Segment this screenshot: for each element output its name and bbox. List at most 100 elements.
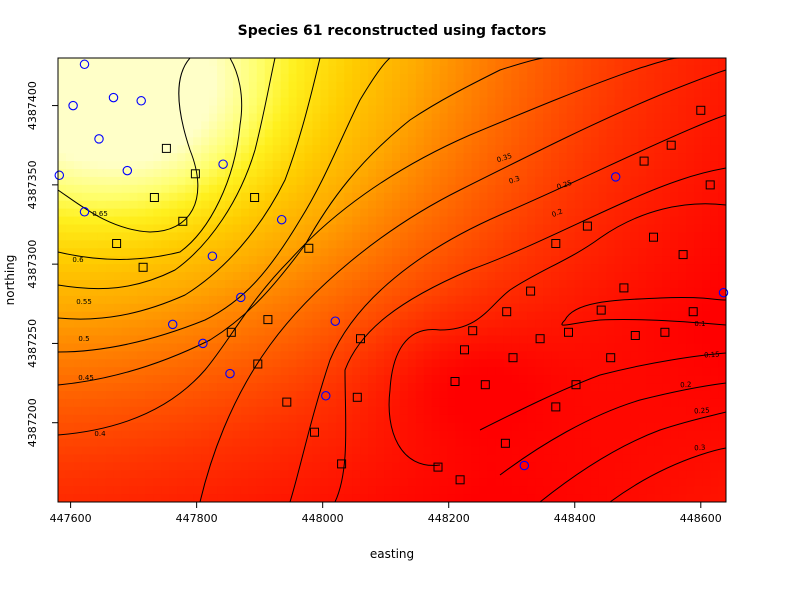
heat-cell (392, 319, 401, 329)
heat-cell (73, 367, 83, 376)
heat-cell (447, 303, 457, 313)
heat-cell (113, 145, 123, 154)
heat-cell (566, 65, 576, 75)
heat-cell (415, 58, 425, 67)
contour-label: 0.4 (94, 430, 106, 438)
heat-cell (718, 367, 726, 376)
heat-cell (288, 137, 298, 146)
heat-cell (280, 145, 290, 154)
heat-cell (296, 145, 306, 154)
heat-cell (153, 208, 162, 218)
heat-cell (606, 367, 616, 376)
heat-cell (169, 351, 178, 360)
heat-cell (312, 295, 322, 305)
heat-cell (447, 462, 457, 471)
heat-cell (73, 359, 83, 368)
heat-cell (527, 494, 536, 502)
heat-cell (320, 73, 329, 83)
heat-cell (678, 224, 687, 234)
heat-cell (344, 216, 353, 226)
heat-cell (535, 280, 544, 289)
heat-cell (559, 494, 568, 502)
heat-cell (161, 58, 170, 67)
heat-cell (463, 176, 473, 186)
heat-cell (360, 153, 369, 162)
heat-cell (89, 478, 99, 487)
heat-cell (407, 311, 417, 321)
heat-cell (606, 97, 616, 107)
heat-cell (185, 58, 194, 67)
heat-cell (65, 240, 75, 249)
heat-cell (232, 454, 242, 463)
heat-cell (590, 343, 600, 352)
heat-cell (447, 351, 457, 360)
heat-cell (551, 81, 560, 91)
heat-cell (280, 446, 290, 456)
heat-cell (527, 422, 536, 432)
heat-cell (574, 184, 584, 194)
heat-cell (574, 414, 584, 424)
heat-cell (105, 272, 115, 281)
heat-cell (312, 73, 322, 83)
heat-cell (129, 319, 139, 329)
heat-cell (503, 224, 512, 234)
heat-cell (232, 470, 242, 479)
heat-cell (201, 406, 210, 416)
heat-cell (479, 494, 489, 502)
heat-cell (638, 240, 648, 249)
heat-cell (463, 129, 473, 138)
heat-cell (376, 208, 385, 218)
heat-cell (225, 145, 234, 154)
heat-cell (296, 232, 306, 241)
heat-cell (535, 272, 544, 281)
heat-cell (503, 494, 512, 502)
heat-cell (598, 375, 608, 384)
heat-cell (670, 208, 679, 218)
heat-cell (662, 494, 671, 502)
heat-cell (654, 470, 663, 479)
heat-cell (527, 319, 536, 329)
heat-cell (686, 438, 695, 448)
heat-cell (543, 398, 552, 408)
heat-cell (58, 113, 67, 123)
heat-cell (527, 486, 536, 495)
heat-cell (384, 192, 393, 202)
heat-cell (201, 121, 210, 130)
heat-cell (511, 383, 520, 392)
heat-cell (606, 351, 616, 360)
heat-cell (177, 359, 186, 368)
heat-cell (105, 486, 115, 495)
heat-cell (455, 494, 465, 502)
heat-cell (161, 406, 170, 416)
heat-cell (97, 367, 107, 376)
heat-cell (272, 335, 282, 345)
heat-cell (527, 280, 536, 289)
heat-cell (73, 383, 83, 392)
circle-marker (321, 391, 331, 401)
heat-cell (272, 200, 282, 210)
heat-cell (304, 232, 314, 241)
heat-cell (113, 208, 123, 218)
heat-cell (225, 248, 234, 257)
heat-cell (161, 113, 170, 123)
heat-cell (153, 430, 162, 440)
heat-cell (598, 216, 608, 226)
heat-cell (598, 145, 608, 154)
heat-cell (232, 359, 242, 368)
heat-cell (535, 327, 544, 337)
heat-cell (288, 89, 298, 99)
heat-cell (606, 295, 616, 305)
heat-cell (543, 280, 552, 289)
heat-cell (566, 256, 576, 265)
heat-cell (407, 422, 417, 432)
heat-cell (694, 248, 703, 257)
heat-cell (392, 438, 401, 448)
heat-cell (503, 430, 512, 440)
heat-cell (145, 200, 155, 210)
heat-cell (511, 327, 520, 337)
heat-cell (614, 454, 624, 463)
heat-cell (471, 391, 481, 400)
heat-cell (519, 224, 528, 234)
heat-cell (312, 121, 322, 130)
heat-cell (336, 224, 345, 234)
